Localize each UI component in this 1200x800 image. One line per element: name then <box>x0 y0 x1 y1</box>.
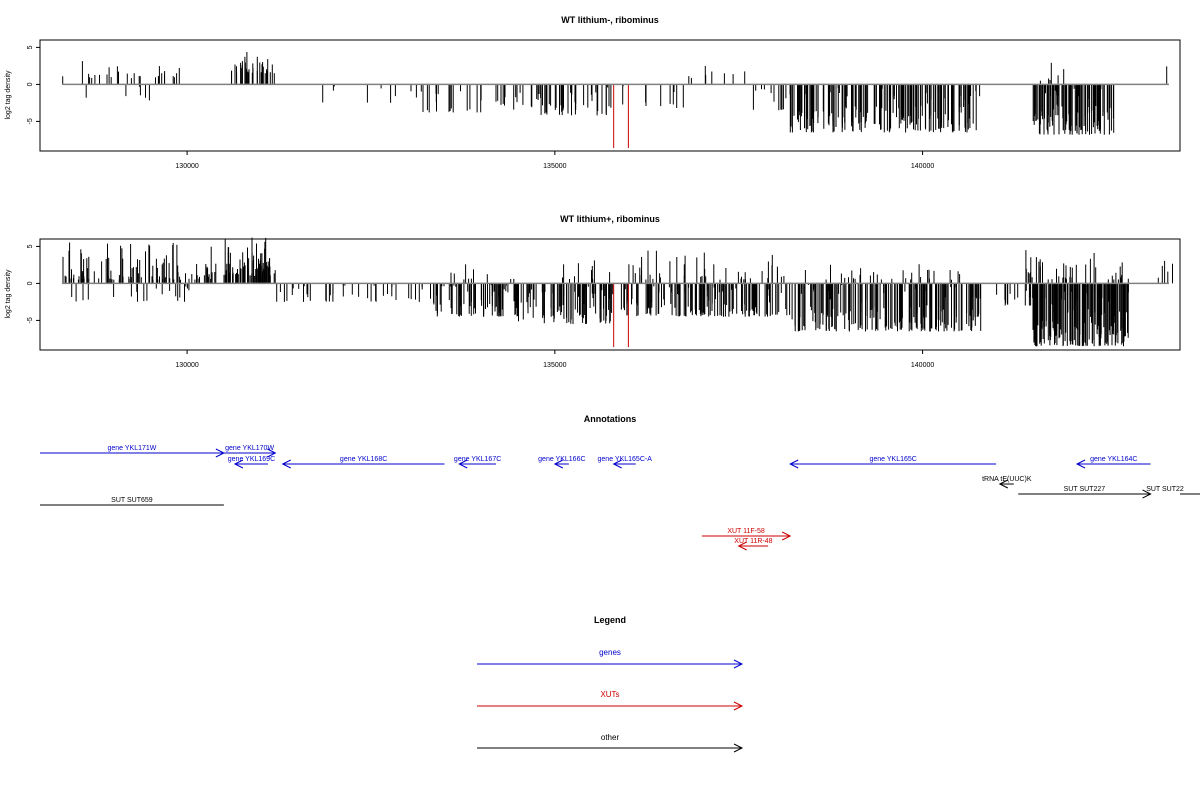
annotation-feature: SUT SUT227 <box>1018 486 1152 499</box>
y-tick-label: 0 <box>27 82 34 86</box>
bar-series <box>62 52 1168 135</box>
arrowhead <box>233 459 244 469</box>
x-tick-label: 140000 <box>911 362 934 369</box>
feature-label: SUT SUT659 <box>111 497 153 504</box>
arrowhead <box>733 701 744 711</box>
panel-lithium-plus: WT lithium+, ribominus log2 tag density … <box>5 214 1181 369</box>
arrowhead <box>781 531 792 541</box>
annotation-feature: gene YKL168C <box>281 456 445 469</box>
annotation-feature: SUT SUT22 <box>1146 486 1200 495</box>
y-tick-label: -5 <box>27 317 34 323</box>
x-tick-label: 130000 <box>175 163 198 170</box>
panel-lithium-minus: WT lithium-, ribominus log2 tag density … <box>5 15 1181 170</box>
y-tick-label: 0 <box>27 281 34 285</box>
annotation-feature: gene YKL165C <box>789 456 997 469</box>
annotation-feature: tRNA tE(UUC)K <box>982 476 1032 489</box>
y-axis-label: log2 tag density <box>5 70 12 120</box>
annotation-feature: gene YKL171W <box>40 445 225 458</box>
legend-label-xuts: XUTs <box>600 690 619 699</box>
feature-label: SUT SUT227 <box>1064 486 1106 493</box>
feature-label: gene YKL165C <box>869 456 916 463</box>
arrowhead <box>281 459 291 469</box>
annotations-title: Annotations <box>584 414 637 424</box>
feature-label: gene YKL170W <box>225 445 274 452</box>
annotations-panel: Annotations gene YKL171W gene YKL170W gene… <box>40 414 1200 551</box>
y-tick-label: 5 <box>27 45 34 49</box>
x-tick-label: 135000 <box>543 163 566 170</box>
annotation-feature: gene YKL165C-A <box>598 456 653 469</box>
arrowhead <box>737 541 747 551</box>
y-tick-label: -5 <box>27 118 34 124</box>
feature-label: SUT SUT22 <box>1146 486 1184 493</box>
annotation-feature: gene YKL164C <box>1075 456 1151 469</box>
arrowhead <box>612 459 622 469</box>
bar-series <box>62 237 1173 347</box>
arrowhead <box>733 659 744 669</box>
y-axis-label: log2 tag density <box>5 269 12 319</box>
annotation-feature: gene YKL169C <box>228 456 275 469</box>
x-tick-label: 130000 <box>175 362 198 369</box>
legend: Legend genes XUTs other <box>477 615 744 753</box>
arrowhead <box>998 479 1009 489</box>
feature-label: gene YKL171W <box>107 445 156 452</box>
panel-title: WT lithium+, ribominus <box>560 214 660 224</box>
feature-label: gene YKL164C <box>1090 456 1137 463</box>
legend-title: Legend <box>594 615 626 625</box>
feature-label: gene YKL165C-A <box>598 456 653 463</box>
arrowhead <box>267 448 277 458</box>
feature-label: gene YKL169C <box>228 456 275 463</box>
arrowhead <box>553 459 564 469</box>
arrowhead <box>733 743 744 753</box>
feature-label: XUT 11F-58 <box>727 528 765 535</box>
legend-label-genes: genes <box>599 648 621 657</box>
arrowhead <box>1142 489 1152 499</box>
annotation-feature: XUT 11F-58 <box>701 528 792 541</box>
feature-label: tRNA tE(UUC)K <box>982 476 1032 483</box>
annotation-feature: SUT SUT659 <box>40 497 224 506</box>
feature-label: gene YKL167C <box>454 456 501 463</box>
feature-label: XUT 11R-48 <box>734 538 772 545</box>
arrowhead <box>1075 459 1086 469</box>
plot-frame <box>39 39 1181 152</box>
legend-label-other: other <box>601 733 620 742</box>
arrowhead <box>789 459 799 469</box>
annotation-feature: gene YKL166C <box>538 456 586 469</box>
feature-label: gene YKL166C <box>538 456 585 463</box>
plot-frame <box>39 238 1181 351</box>
arrowhead <box>458 459 468 469</box>
panel-title: WT lithium-, ribominus <box>561 15 659 25</box>
x-tick-label: 135000 <box>543 362 566 369</box>
x-tick-label: 140000 <box>911 163 934 170</box>
feature-label: gene YKL168C <box>340 456 387 463</box>
y-tick-label: 5 <box>27 244 34 248</box>
annotation-feature: gene YKL170W <box>223 445 277 458</box>
annotation-feature: XUT 11R-48 <box>734 538 773 551</box>
annotation-feature: gene YKL167C <box>454 456 501 469</box>
